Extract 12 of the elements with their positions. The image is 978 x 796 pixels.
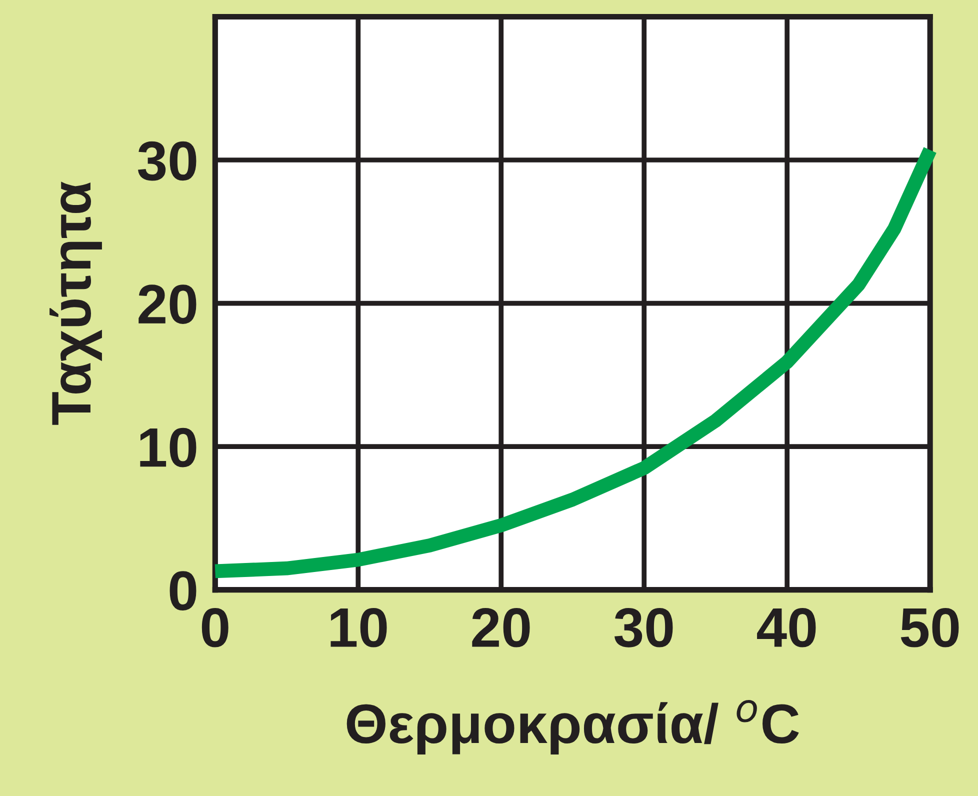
y-tick-label: 0	[170, 571, 196, 611]
x-tick-label: 30	[614, 608, 673, 648]
x-axis-title: Θερμοκρασία/ $^{o}$C	[346, 700, 799, 755]
x-tick-label: 50	[900, 608, 959, 648]
x-tick-label: 0	[202, 608, 228, 648]
y-tick-label: 10	[140, 428, 196, 468]
y-tick-label: 30	[138, 141, 196, 181]
x-tick-label: 40	[757, 608, 816, 648]
y-tick-label: 20	[138, 284, 196, 324]
x-tick-label: 10	[330, 608, 387, 648]
y-axis-title: Ταχύτητα	[50, 182, 102, 425]
x-tick-label: 20	[472, 608, 530, 648]
